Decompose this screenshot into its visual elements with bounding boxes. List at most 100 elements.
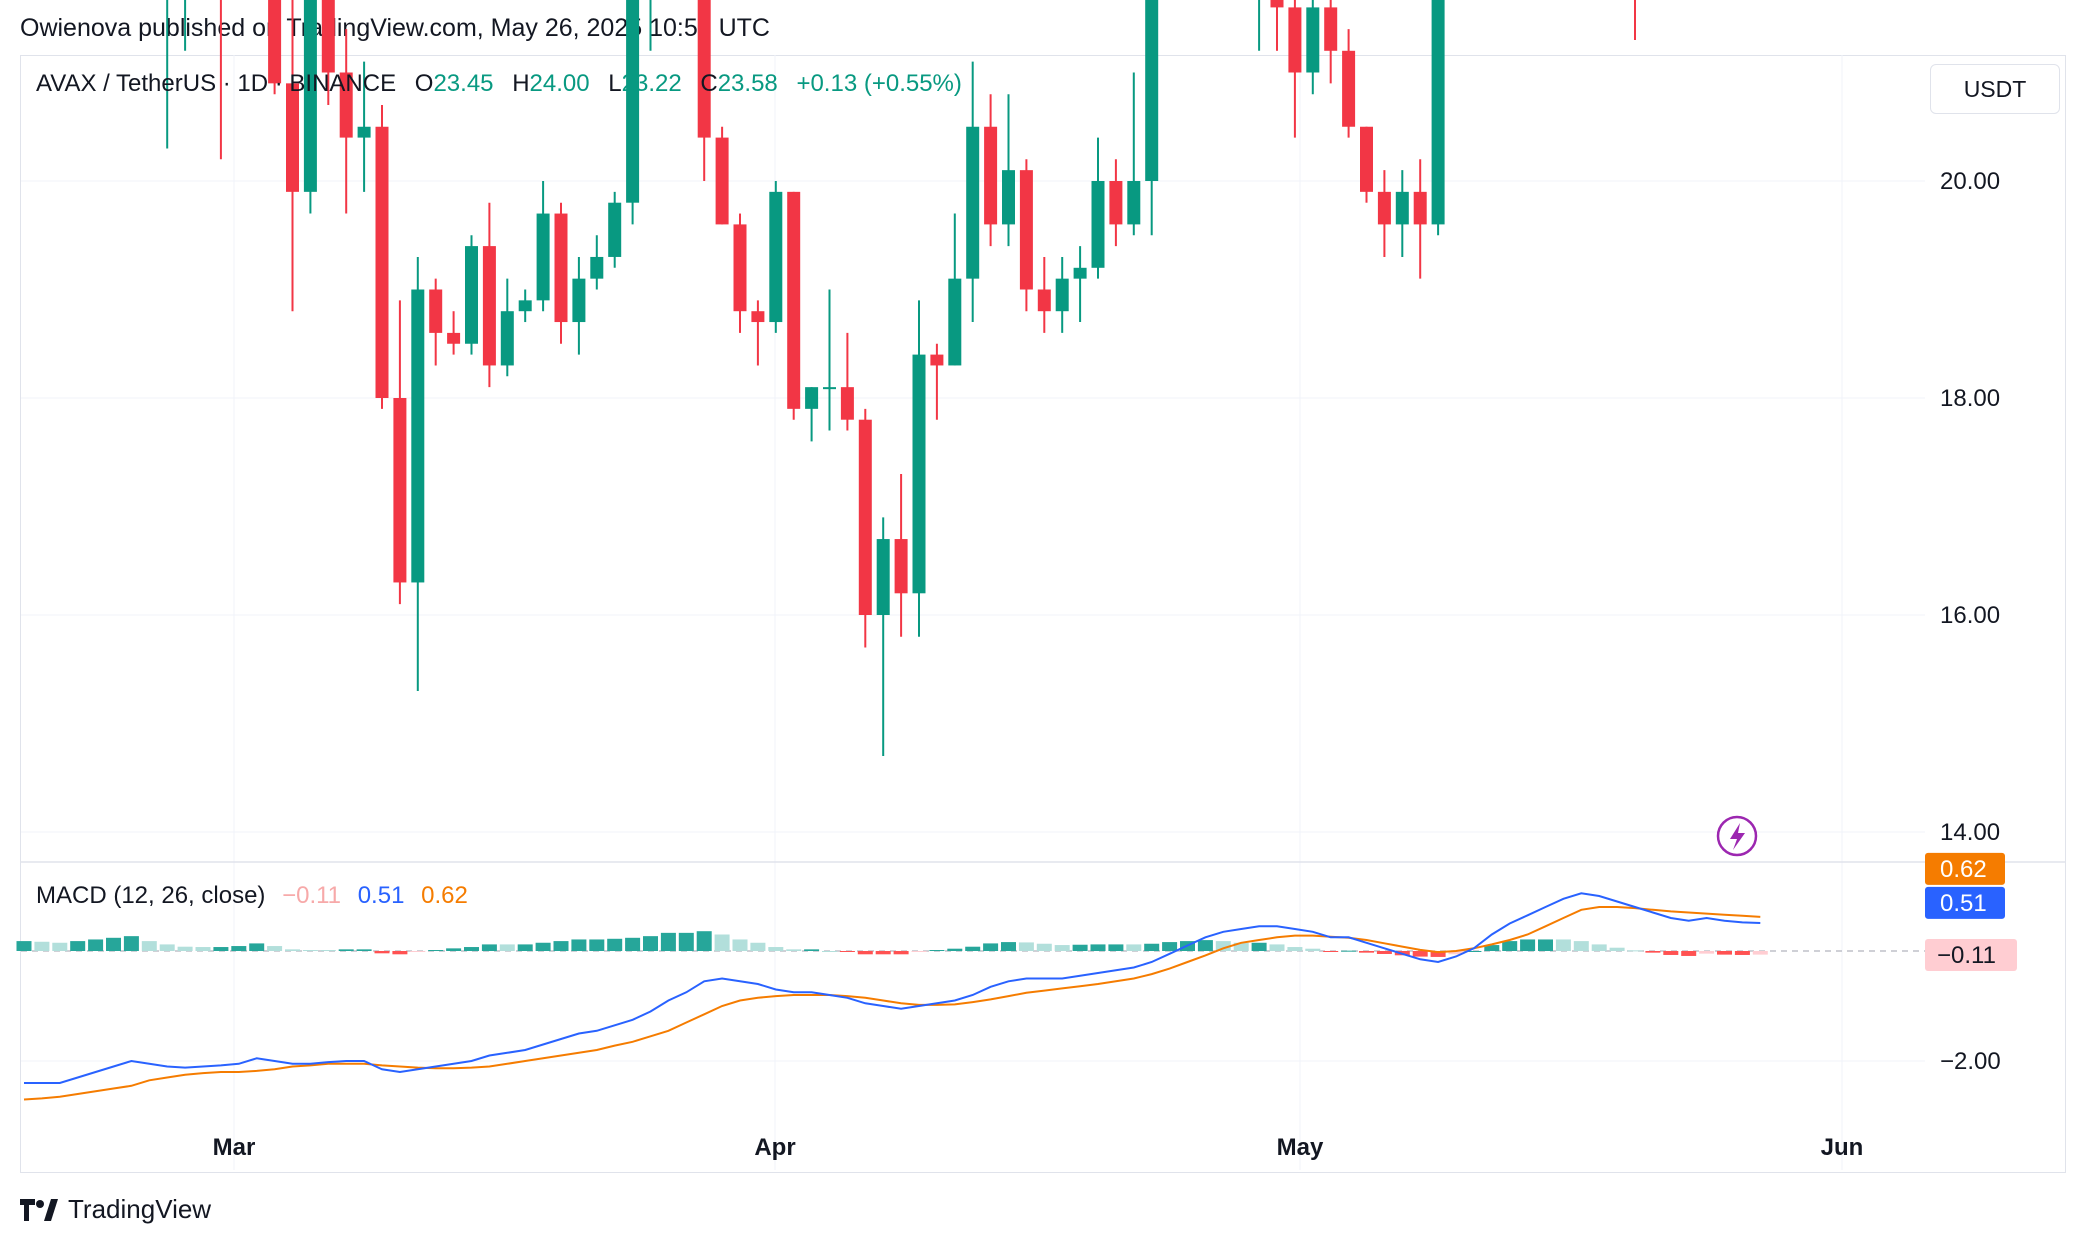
- candle-body: [876, 539, 890, 615]
- macd-legend[interactable]: MACD (12, 26, close) −0.11 0.51 0.62: [36, 882, 468, 910]
- lightning-icon-bolt: [1730, 823, 1745, 850]
- candle: [1073, 246, 1087, 323]
- candle: [1109, 159, 1123, 247]
- candle: [1324, 0, 1338, 84]
- macd-hist-bar: [1197, 940, 1213, 951]
- candle: [1258, 0, 1261, 51]
- macd-hist-badge-text: −0.11: [1937, 942, 1996, 969]
- candle-body: [465, 246, 478, 344]
- candle: [966, 61, 980, 323]
- macd-hist-bar: [839, 951, 855, 952]
- candle-body: [697, 0, 711, 138]
- macd-hist-bar: [1215, 941, 1231, 951]
- candle-body: [751, 311, 765, 323]
- candle-body: [626, 0, 640, 203]
- candle-body: [339, 72, 353, 138]
- macd-hist-bar: [1520, 939, 1536, 951]
- macd-hist-bar: [1054, 945, 1070, 951]
- candle: [500, 278, 514, 377]
- candle-body: [1073, 267, 1087, 279]
- candle: [733, 213, 747, 333]
- macd-hist-bar: [553, 941, 569, 951]
- macd-hist-bar: [267, 946, 283, 951]
- macd-line: [24, 892, 1761, 1084]
- macd-hist-bar: [1144, 943, 1160, 951]
- candle: [608, 191, 622, 268]
- candle: [411, 256, 425, 691]
- candle: [268, 0, 282, 95]
- candle: [1145, 0, 1159, 236]
- candle: [482, 202, 496, 388]
- macd-hist-bar: [499, 944, 515, 951]
- macd-hist-bar: [1233, 942, 1249, 951]
- low-value: 23.22: [621, 70, 682, 97]
- macd-hist-bar: [660, 932, 676, 951]
- candle-body: [912, 354, 926, 594]
- candle: [805, 387, 819, 442]
- macd-hist-bar: [195, 947, 211, 951]
- candle: [948, 213, 962, 366]
- macd-signal-line: [23, 906, 1761, 1101]
- macd-hist-bar: [1323, 951, 1339, 952]
- macd-hist-bar: [106, 937, 121, 951]
- macd-hist-bar: [231, 946, 247, 951]
- macd-hist-bar: [1001, 942, 1016, 951]
- macd-hist-bar: [1341, 950, 1357, 952]
- macd-title[interactable]: MACD (12, 26, close): [36, 882, 266, 909]
- macd-hist-bar: [1090, 944, 1106, 951]
- macd-hist-bar: [1251, 942, 1267, 951]
- candle: [876, 517, 890, 757]
- close-label: C: [700, 70, 718, 97]
- time-tick-label: Jun: [1821, 1134, 1864, 1161]
- candle-body: [1109, 181, 1123, 225]
- candle-body: [286, 83, 299, 192]
- candle-body: [357, 126, 371, 138]
- tradingview-logo[interactable]: TradingView: [20, 1194, 211, 1225]
- macd-hist-bar: [1126, 944, 1142, 951]
- macd-hist-bar: [535, 942, 551, 951]
- candle-body: [1002, 170, 1015, 225]
- macd-hist-bar: [410, 951, 426, 952]
- currency-button[interactable]: USDT: [1930, 64, 2060, 114]
- candle-body: [823, 387, 836, 390]
- candle-body: [930, 354, 944, 366]
- macd-hist-bar: [159, 944, 175, 951]
- lightning-icon: [1716, 815, 1758, 857]
- macd-hist-value: −0.11: [282, 882, 342, 909]
- candle-body: [268, 0, 282, 84]
- candle-body: [1270, 0, 1284, 8]
- symbol-legend[interactable]: AVAX / TetherUS · 1D · BINANCE O23.45 H2…: [36, 70, 962, 98]
- macd-hist-bar: [1502, 941, 1518, 951]
- macd-line-badge-text: 0.51: [1940, 890, 1987, 917]
- macd-hist-bar: [1305, 948, 1321, 951]
- candle-body: [1055, 278, 1069, 312]
- publisher-caption: Owienova published on TradingView.com, M…: [20, 14, 770, 42]
- high-label: H: [512, 70, 530, 97]
- candle: [429, 278, 443, 366]
- candle-body: [1127, 181, 1141, 225]
- high-value: 24.00: [529, 70, 590, 97]
- symbol-name[interactable]: AVAX / TetherUS · 1D · BINANCE: [36, 70, 397, 97]
- candle: [184, 0, 187, 51]
- macd-hist-bar: [141, 941, 157, 951]
- candle: [1270, 0, 1284, 51]
- candle: [930, 343, 944, 420]
- macd-hist-bar: [714, 934, 730, 951]
- candle-body: [894, 539, 908, 594]
- candle: [1377, 170, 1391, 257]
- macd-hist-bar: [285, 949, 300, 951]
- macd-hist-bar: [1538, 939, 1553, 951]
- macd-hist-bar: [1627, 950, 1643, 952]
- candle: [626, 0, 640, 225]
- macd-hist-bar: [356, 949, 372, 951]
- candle: [321, 0, 335, 106]
- macd-hist-bar: [1573, 941, 1589, 951]
- macd-histogram: [16, 931, 1768, 957]
- candle: [219, 0, 222, 160]
- macd-hist-bar: [607, 938, 623, 951]
- candle: [1037, 256, 1051, 333]
- candle: [590, 235, 604, 290]
- candle-body: [787, 191, 801, 409]
- candle: [1127, 72, 1141, 236]
